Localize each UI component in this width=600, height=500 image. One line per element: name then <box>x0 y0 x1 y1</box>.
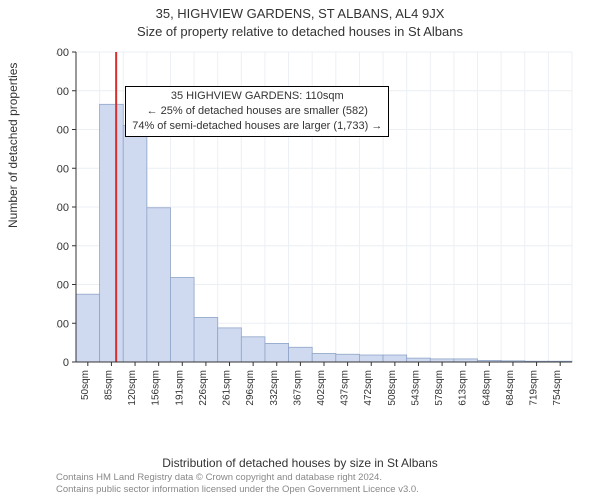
svg-text:684sqm: 684sqm <box>505 370 516 406</box>
svg-text:600: 600 <box>56 125 69 137</box>
svg-text:332sqm: 332sqm <box>269 370 280 406</box>
svg-text:156sqm: 156sqm <box>151 370 162 406</box>
svg-text:543sqm: 543sqm <box>410 370 421 406</box>
svg-text:296sqm: 296sqm <box>245 370 256 406</box>
svg-text:500: 500 <box>56 163 69 175</box>
svg-text:100: 100 <box>56 318 69 330</box>
annotation-line3: 74% of semi-detached houses are larger (… <box>132 119 382 134</box>
svg-text:50sqm: 50sqm <box>80 370 91 400</box>
footer-line2: Contains public sector information licen… <box>56 484 419 496</box>
svg-text:300: 300 <box>56 241 69 253</box>
y-axis-label: Number of detached properties <box>6 63 20 228</box>
svg-text:800: 800 <box>56 48 69 59</box>
svg-text:226sqm: 226sqm <box>198 370 209 406</box>
svg-text:191sqm: 191sqm <box>174 370 185 406</box>
svg-text:367sqm: 367sqm <box>292 370 303 406</box>
svg-text:648sqm: 648sqm <box>481 370 492 406</box>
svg-text:719sqm: 719sqm <box>529 370 540 406</box>
footer-attribution: Contains HM Land Registry data © Crown c… <box>56 472 419 496</box>
svg-text:437sqm: 437sqm <box>340 370 351 406</box>
svg-text:700: 700 <box>56 86 69 98</box>
svg-text:472sqm: 472sqm <box>363 370 374 406</box>
svg-text:578sqm: 578sqm <box>434 370 445 406</box>
svg-text:120sqm: 120sqm <box>127 370 138 406</box>
footer-line1: Contains HM Land Registry data © Crown c… <box>56 472 419 484</box>
property-annotation: 35 HIGHVIEW GARDENS: 110sqm ← 25% of det… <box>125 86 389 137</box>
page-title-line2: Size of property relative to detached ho… <box>0 24 600 39</box>
histogram-chart: 0 100 200 300 400 500 600 700 800 50sqm 85sqm 120sq… <box>56 48 576 408</box>
svg-text:400: 400 <box>56 202 69 214</box>
x-axis-label: Distribution of detached houses by size … <box>0 456 600 470</box>
svg-text:754sqm: 754sqm <box>552 370 563 406</box>
annotation-line1: 35 HIGHVIEW GARDENS: 110sqm <box>132 89 382 104</box>
svg-text:508sqm: 508sqm <box>387 370 398 406</box>
svg-text:85sqm: 85sqm <box>103 370 114 400</box>
svg-text:402sqm: 402sqm <box>316 370 327 406</box>
svg-text:0: 0 <box>63 357 69 369</box>
svg-text:261sqm: 261sqm <box>222 370 233 406</box>
annotation-line2: ← 25% of detached houses are smaller (58… <box>132 104 382 119</box>
svg-text:200: 200 <box>56 280 69 292</box>
page-title-line1: 35, HIGHVIEW GARDENS, ST ALBANS, AL4 9JX <box>0 6 600 21</box>
svg-text:613sqm: 613sqm <box>458 370 469 406</box>
